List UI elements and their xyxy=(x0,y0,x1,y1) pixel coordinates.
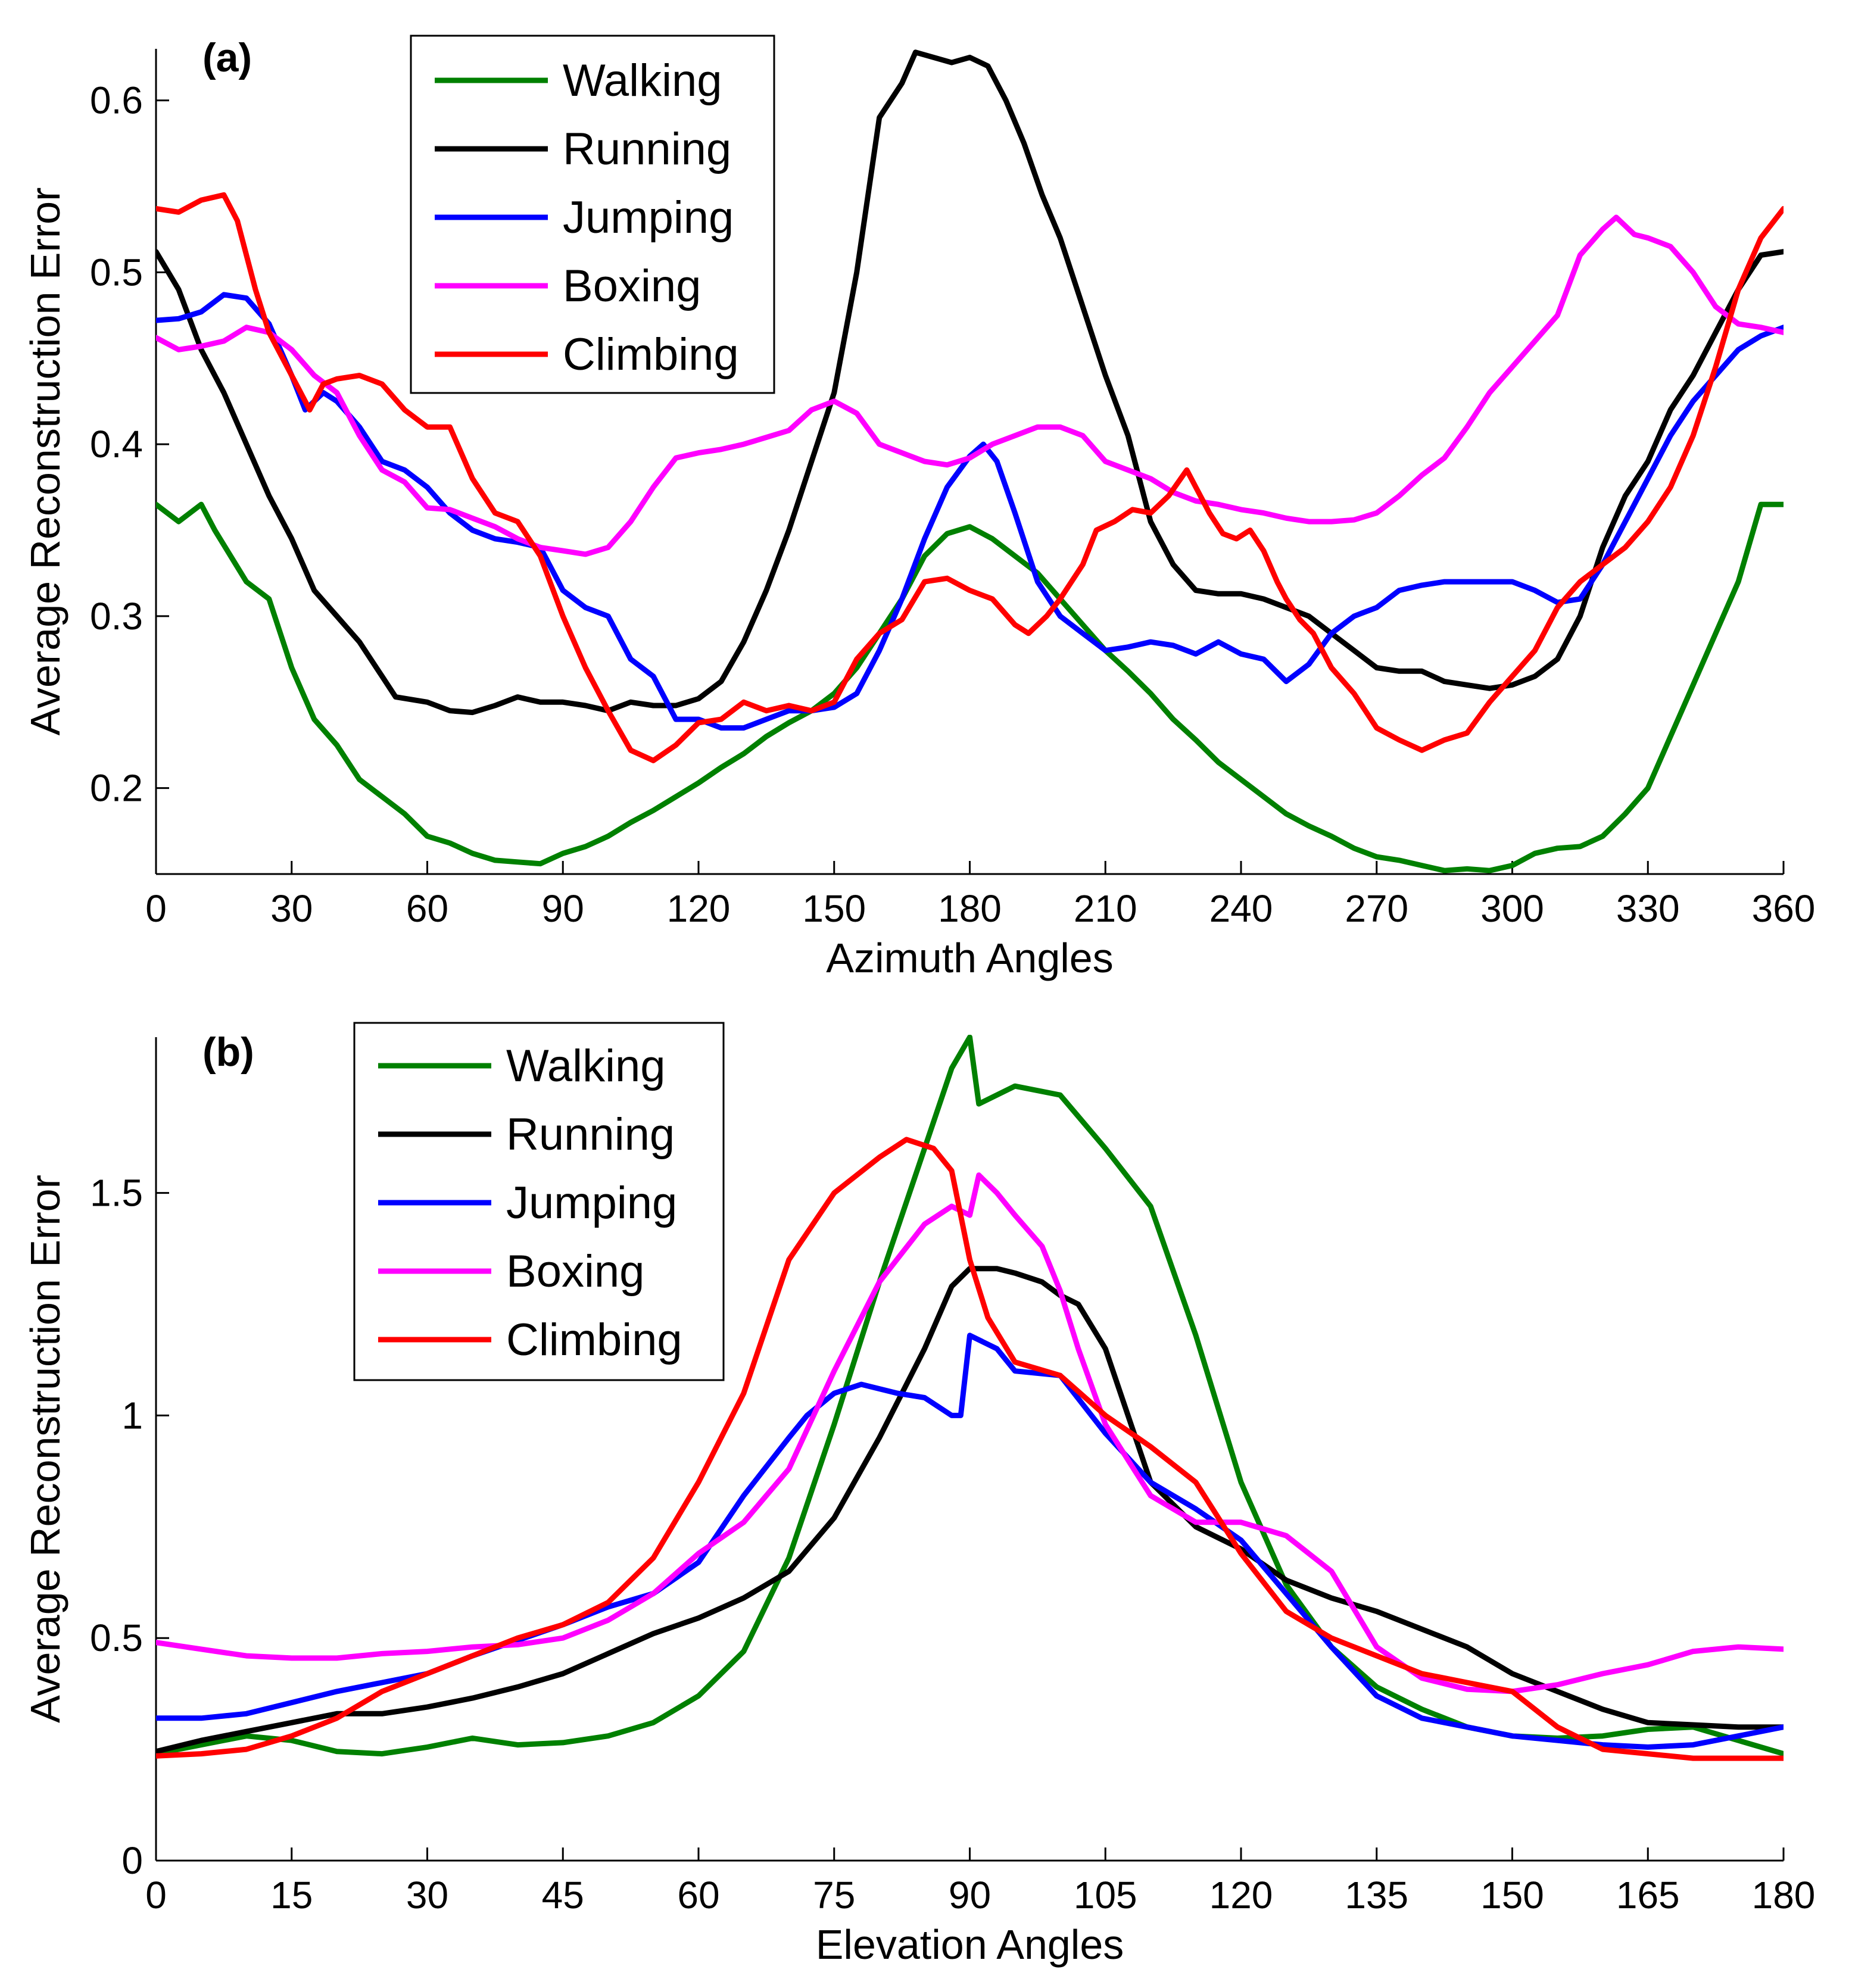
x-tick-label: 150 xyxy=(1480,1874,1544,1917)
y-tick-label: 0.5 xyxy=(90,251,143,294)
x-tick-label: 30 xyxy=(406,1874,448,1917)
legend-label-boxing: Boxing xyxy=(506,1246,644,1297)
legend-box xyxy=(410,35,775,394)
x-tick-label: 90 xyxy=(542,887,584,930)
x-tick-label: 270 xyxy=(1345,887,1408,930)
series-line-boxing xyxy=(156,214,1784,557)
panel-label: (a) xyxy=(202,35,252,80)
legend-label-walking: Walking xyxy=(506,1041,665,1091)
x-tick-label: 105 xyxy=(1074,1874,1137,1917)
x-tick-label: 60 xyxy=(677,1874,719,1917)
x-tick-label: 150 xyxy=(802,887,866,930)
y-tick-label: 1.5 xyxy=(90,1172,143,1215)
x-tick-label: 300 xyxy=(1480,887,1544,930)
y-tick-label: 0 xyxy=(121,1839,143,1882)
x-tick-label: 45 xyxy=(542,1874,584,1917)
x-tick-label: 135 xyxy=(1345,1874,1408,1917)
series-line-running xyxy=(156,1266,1784,1755)
chart-panel-a: 0 30 60 90 120 150 180 210 240 270 300 330 360 0.2 0.3… xyxy=(22,35,1815,981)
y-tick-label: 0.4 xyxy=(90,423,143,466)
x-tick-label: 60 xyxy=(406,887,448,930)
series-line-boxing xyxy=(156,1172,1784,1694)
x-tick-label: 75 xyxy=(813,1874,855,1917)
series-line-jumping xyxy=(156,292,1784,731)
y-tick-label: 0.2 xyxy=(90,767,143,810)
y-tick-label: 0.5 xyxy=(90,1616,143,1659)
x-tick-label: 30 xyxy=(270,887,313,930)
x-tick-label: 210 xyxy=(1074,887,1137,930)
legend-label-walking: Walking xyxy=(563,55,722,106)
x-axis-label: Azimuth Angles xyxy=(826,935,1113,981)
legend-label-boxing: Boxing xyxy=(563,261,701,311)
x-tick-label: 120 xyxy=(1209,1874,1273,1917)
y-tick-label: 0.3 xyxy=(90,595,143,638)
legend-label-running: Running xyxy=(506,1109,675,1160)
y-tick-label: 0.6 xyxy=(90,79,143,122)
legend-label-jumping: Jumping xyxy=(506,1178,677,1228)
series-line-climbing xyxy=(156,1137,1784,1761)
y-axis-label: Average Reconstruction Error xyxy=(22,1175,68,1723)
panel-label: (b) xyxy=(202,1029,254,1075)
x-tick-label: 240 xyxy=(1209,887,1273,930)
x-tick-label: 120 xyxy=(667,887,731,930)
x-tick-label: 180 xyxy=(938,887,1002,930)
y-tick-label: 1 xyxy=(121,1394,143,1437)
series-line-running xyxy=(156,49,1784,716)
legend-label-climbing: Climbing xyxy=(563,329,739,380)
series-line-climbing xyxy=(156,192,1784,763)
x-tick-label: 0 xyxy=(145,887,167,930)
x-tick-label: 165 xyxy=(1616,1874,1680,1917)
x-tick-label: 330 xyxy=(1616,887,1680,930)
x-tick-label: 180 xyxy=(1752,1874,1816,1917)
legend-label-jumping: Jumping xyxy=(563,192,734,243)
x-tick-label: 360 xyxy=(1752,887,1816,930)
x-axis-label: Elevation Angles xyxy=(816,1921,1124,1968)
legend: Walking Running Jumping Boxing Climbing xyxy=(353,1022,725,1381)
legend-label-climbing: Climbing xyxy=(506,1315,682,1365)
legend-label-running: Running xyxy=(563,124,731,174)
x-tick-label: 90 xyxy=(949,1874,991,1917)
series-line-walking xyxy=(156,501,1784,873)
y-axis-label: Average Reconstruction Error xyxy=(22,188,68,736)
x-tick-label: 0 xyxy=(145,1874,167,1917)
x-tick-label: 15 xyxy=(270,1874,313,1917)
chart-panel-b: 0 15 30 45 60 75 90 105 120 135 150 165 180 0 0.5 1 1.5 E… xyxy=(22,1022,1816,1968)
legend: Walking Running Jumping Boxing Climbing xyxy=(410,35,775,394)
